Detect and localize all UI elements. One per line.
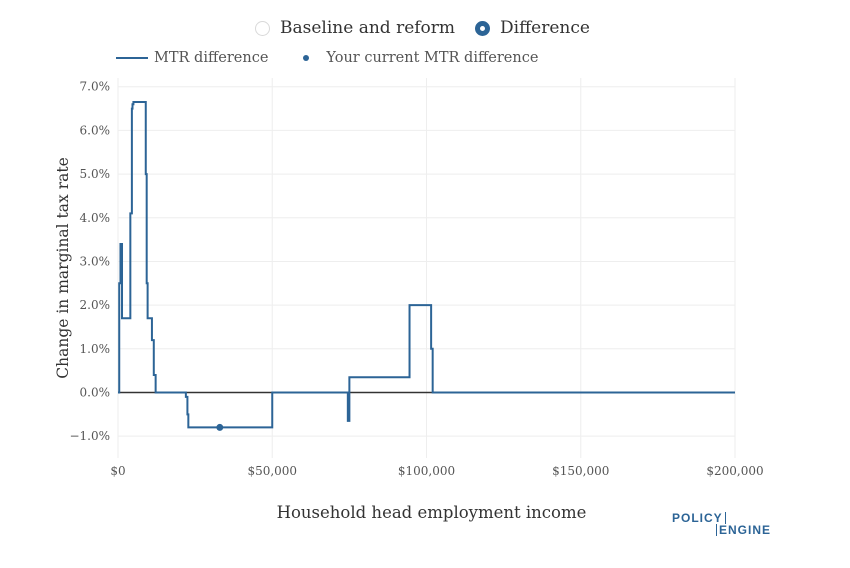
y-tick-label: 5.0% <box>80 167 111 181</box>
baseline-option-label: Baseline and reform <box>280 18 456 38</box>
logo-line2: ENGINE <box>716 524 771 536</box>
difference-option[interactable]: Difference <box>475 18 590 38</box>
y-tick-label: 2.0% <box>80 298 111 312</box>
y-axis-title: Change in marginal tax rate <box>54 157 72 378</box>
policyengine-logo[interactable]: POLICY ENGINE <box>672 512 771 536</box>
x-tick-label: $100,000 <box>398 464 455 478</box>
difference-radio-icon[interactable] <box>475 20 491 36</box>
chart-legend: MTR difference Your current MTR differen… <box>116 50 560 66</box>
x-tick-label: $200,000 <box>706 464 763 478</box>
baseline-and-reform-option[interactable]: Baseline and reform <box>255 18 455 38</box>
view-toggle: Baseline and reform Difference <box>255 18 610 38</box>
logo-line1: POLICY <box>672 512 726 524</box>
current-mtr-point[interactable] <box>216 423 224 431</box>
y-tick-label: 7.0% <box>80 80 111 94</box>
x-axis-title: Household head employment income <box>277 503 587 522</box>
y-tick-label: 1.0% <box>80 342 111 356</box>
legend-line-swatch <box>116 57 148 59</box>
legend-label-mtr-difference: MTR difference <box>154 50 269 66</box>
y-tick-label: 4.0% <box>80 211 111 225</box>
legend-item-mtr-difference[interactable]: MTR difference <box>116 50 268 66</box>
legend-item-current-mtr[interactable]: Your current MTR difference <box>290 50 538 66</box>
y-tick-label: −1.0% <box>69 429 110 443</box>
y-tick-label: 3.0% <box>80 254 111 268</box>
x-tick-label: $50,000 <box>247 464 297 478</box>
legend-dot-swatch <box>290 55 322 61</box>
y-tick-label: 6.0% <box>80 123 111 137</box>
y-tick-label: 0.0% <box>80 385 111 399</box>
difference-option-label: Difference <box>500 18 590 38</box>
mtr-difference-line[interactable] <box>118 101 735 429</box>
legend-label-current-mtr: Your current MTR difference <box>326 50 539 66</box>
baseline-radio-icon[interactable] <box>255 20 270 36</box>
x-tick-label: $150,000 <box>552 464 609 478</box>
x-tick-label: $0 <box>110 464 125 478</box>
